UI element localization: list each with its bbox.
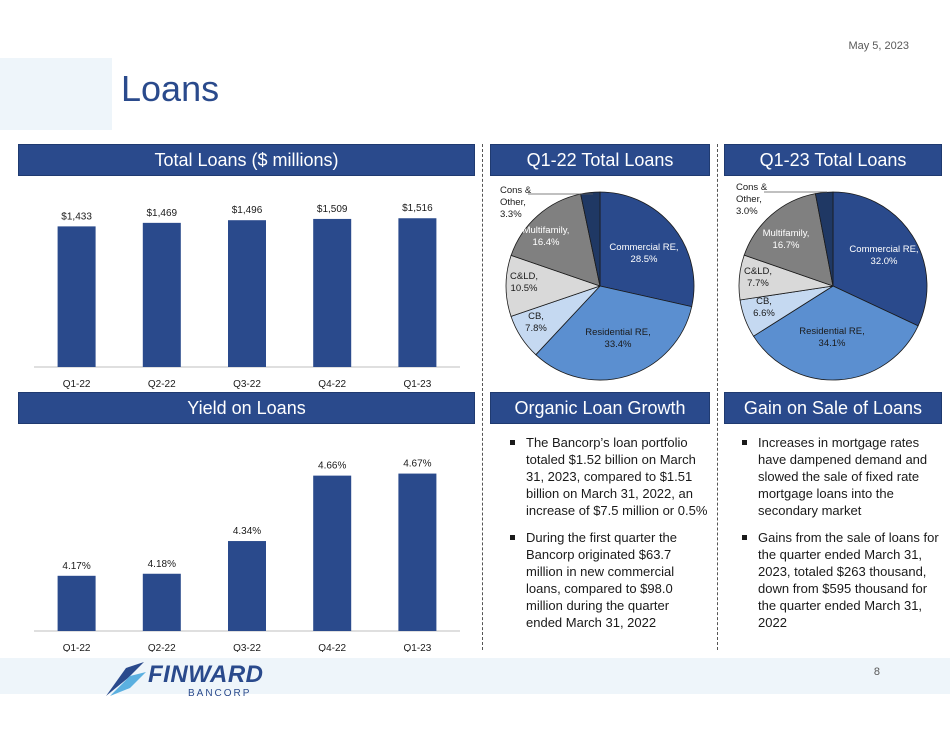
x-tick-label: Q2-22 (148, 643, 176, 652)
header-q123-total-loans: Q1-23 Total Loans (724, 144, 942, 176)
x-tick-label: Q4-22 (318, 643, 346, 652)
total-loans-bar-chart: $1,433 Q1-22 $1,469 Q2-22 $1,496 Q3-22 $1,509 Q… (34, 203, 460, 390)
pie-slice-label: 16.4% (533, 237, 560, 248)
q123-pie-chart: Commercial RE,32.0% Residential RE,34.1% C… (736, 182, 928, 381)
bar-q2-22 (142, 222, 181, 367)
organic-bullet-2: During the first quarter the Bancorp ori… (508, 529, 708, 631)
gain-bullet-1: Increases in mortgage rates have dampene… (740, 434, 940, 519)
header-organic-loan-growth: Organic Loan Growth (490, 392, 710, 424)
pie-slice-label: 32.0% (871, 256, 898, 267)
bar-data-label: 4.34% (233, 526, 261, 537)
bar-q4-22 (313, 218, 352, 367)
pie-slice (814, 191, 834, 287)
finward-wing-icon (106, 662, 146, 696)
pie-slice-label: Commercial RE, (609, 242, 678, 253)
pie-slice-label: CB, (528, 311, 544, 322)
pie-slice (832, 191, 928, 327)
x-tick-label: Q1-23 (404, 379, 432, 390)
bar-data-label: $1,433 (61, 211, 92, 222)
pie-slice-label: Cons & (736, 182, 768, 193)
footer-band (0, 658, 950, 694)
bar-data-label: $1,469 (147, 208, 178, 219)
gain-bullet-list: Increases in mortgage rates have dampene… (740, 434, 940, 641)
bar-data-label: 4.66% (318, 461, 346, 472)
x-tick-label: Q4-22 (318, 379, 346, 390)
title-band-arrow (0, 58, 112, 130)
pie-slice (743, 193, 834, 287)
pie-slice (535, 285, 693, 381)
gain-bullet-2: Gains from the sale of loans for the qua… (740, 529, 940, 631)
header-total-loans: Total Loans ($ millions) (18, 144, 475, 176)
x-tick-label: Q3-22 (233, 379, 261, 390)
bar-q3-22 (228, 220, 266, 367)
bar-q3-22 (228, 541, 266, 631)
x-tick-label: Q3-22 (233, 643, 261, 652)
pie-slice-label: Residential RE, (585, 327, 650, 338)
pie-slice-label: 7.7% (747, 278, 769, 289)
pie-slice-label: 28.5% (631, 254, 658, 265)
bar-data-label: $1,516 (402, 203, 433, 214)
pie-slice-label: Other, (500, 197, 526, 208)
x-tick-label: Q1-22 (63, 643, 91, 652)
bar-data-label: 4.18% (148, 559, 176, 570)
pie-slice (599, 191, 695, 308)
x-tick-label: Q2-22 (148, 379, 176, 390)
x-tick-label: Q1-22 (63, 379, 91, 390)
yield-bar-chart: 4.17% Q1-22 4.18% Q2-22 4.34% Q3-22 4.66% Q4-22… (34, 459, 460, 652)
bar-data-label: 4.17% (62, 561, 90, 572)
divider-left (482, 144, 483, 650)
organic-bullet-list: The Bancorp’s loan portfolio totaled $1.… (508, 434, 708, 641)
pie-slice-label: 16.7% (773, 240, 800, 251)
organic-bullet-1: The Bancorp’s loan portfolio totaled $1.… (508, 434, 708, 519)
header-gain-on-sale: Gain on Sale of Loans (724, 392, 942, 424)
bar-q1-23 (398, 473, 437, 631)
pie-slice-label: Residential RE, (799, 326, 864, 337)
pie-slice-label: Commercial RE, (849, 244, 918, 255)
pie-slice-label: C&LD, (744, 266, 772, 277)
pie-slice-label: 10.5% (511, 283, 538, 294)
finward-logo: FINWARD BANCORP (104, 660, 274, 700)
pie-slice-label: 7.8% (525, 323, 547, 334)
pie-slice-label: 33.4% (605, 339, 632, 350)
header-yield-on-loans: Yield on Loans (18, 392, 475, 424)
bar-data-label: $1,496 (232, 205, 263, 216)
logo-wordmark: FINWARD (148, 661, 264, 688)
pie-slice-label: CB, (756, 296, 772, 307)
bar-q1-22 (57, 575, 96, 631)
bar-q4-22 (313, 475, 352, 631)
pie-slice-label: 3.0% (736, 206, 758, 217)
bar-q1-23 (398, 218, 437, 367)
bar-data-label: $1,509 (317, 204, 348, 215)
pie-slice-label: Multifamily, (763, 228, 810, 239)
pie-slice-label: C&LD, (510, 271, 538, 282)
slide-date: May 5, 2023 (848, 40, 909, 52)
q122-pie-chart: Commercial RE,28.5% Residential RE,33.4% C… (500, 185, 695, 381)
x-tick-label: Q1-23 (404, 643, 432, 652)
pie-slice-label: Multifamily, (523, 225, 570, 236)
pie-slice (752, 285, 919, 381)
pie-slice-label: 3.3% (500, 209, 522, 220)
pie-slice-label: Other, (736, 194, 762, 205)
bar-q2-22 (142, 573, 181, 631)
bar-data-label: 4.67% (403, 459, 431, 470)
page-number: 8 (873, 666, 880, 678)
header-q122-total-loans: Q1-22 Total Loans (490, 144, 710, 176)
pie-slice-label: 34.1% (819, 338, 846, 349)
logo-subtitle: BANCORP (188, 688, 252, 699)
pie-slice (510, 193, 601, 287)
pie-slice-label: 6.6% (753, 308, 775, 319)
bar-q1-22 (57, 226, 96, 367)
pie-slice-label: Cons & (500, 185, 532, 196)
page-title: Loans (121, 68, 220, 109)
divider-right (717, 144, 718, 650)
